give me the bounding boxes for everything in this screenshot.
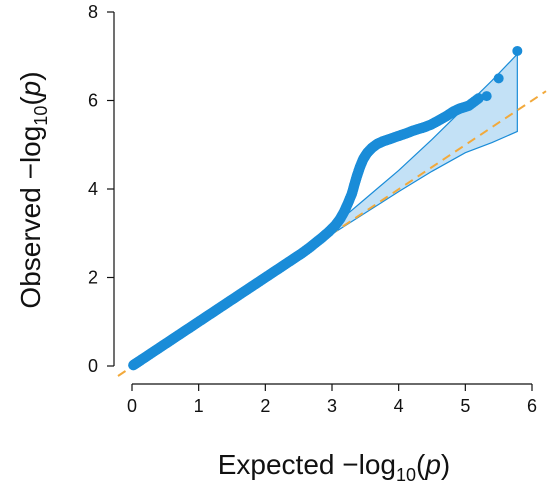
data-point <box>493 73 504 84</box>
axis-label-layer: Expected −log10(p)Observed −log10(p) <box>15 71 450 485</box>
x-axis-title-prefix: −log <box>342 449 396 480</box>
data-point <box>473 93 484 104</box>
x-tick-label: 6 <box>527 396 537 416</box>
y-axis-title-paren-open: ( <box>15 96 46 106</box>
y-tick-label: 6 <box>88 91 98 111</box>
x-axis-title-paren-close: ) <box>441 449 450 480</box>
y-axis-title-prefix: −log <box>15 126 46 180</box>
x-axis-title-subscript: 10 <box>396 465 416 485</box>
x-axis-title-var: p <box>424 449 441 480</box>
data-point <box>512 45 523 56</box>
y-axis-title-subscript: 10 <box>31 106 51 126</box>
x-tick-label: 4 <box>394 396 404 416</box>
data-point <box>481 91 492 102</box>
x-tick-label: 5 <box>460 396 470 416</box>
x-axis-title-main: Expected <box>218 449 343 480</box>
x-tick-label: 1 <box>194 396 204 416</box>
y-tick-label: 4 <box>88 179 98 199</box>
x-tick-label: 2 <box>260 396 270 416</box>
axis-layer: 0 1 2 3 4 5 6 0 2 4 6 8 <box>88 2 537 416</box>
points-layer <box>128 45 523 371</box>
y-axis-title: Observed −log10(p) <box>15 71 51 308</box>
y-tick-label: 0 <box>88 356 98 376</box>
y-axis-title-var: p <box>15 81 46 98</box>
y-tick-label: 8 <box>88 2 98 22</box>
y-tick-label: 2 <box>88 268 98 288</box>
x-tick-label: 0 <box>127 396 137 416</box>
x-axis-title: Expected −log10(p) <box>218 449 451 485</box>
x-tick-label: 3 <box>327 396 337 416</box>
x-axis-title-paren-open: ( <box>416 449 426 480</box>
y-axis-title-main: Observed <box>15 179 46 308</box>
y-axis-title-paren-close: ) <box>15 71 46 80</box>
